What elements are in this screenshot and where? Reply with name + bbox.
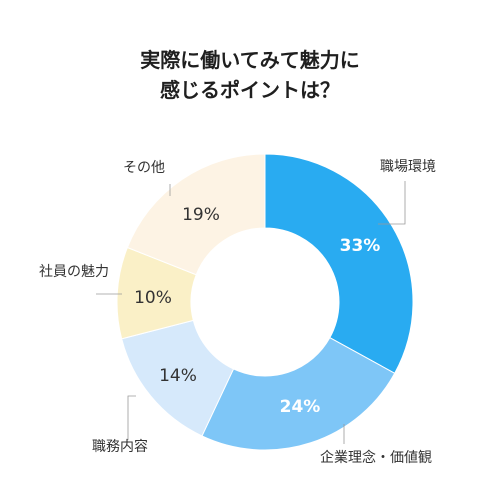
slice-value-label-4: 10%: [134, 288, 172, 308]
chart-title-line1: 実際に働いてみて魅力に: [140, 48, 360, 72]
donut-slice-1: [264, 153, 414, 374]
slice-value-label-3: 14%: [159, 366, 197, 386]
category-label-2: 企業理念・価値観: [320, 449, 432, 466]
slice-value-label-1: 33%: [340, 236, 381, 256]
category-label-1: 職場環境: [380, 159, 436, 175]
category-label-5: その他: [123, 160, 165, 176]
donut-slice-5: [126, 153, 266, 276]
leader-line-3: [127, 395, 136, 440]
slice-value-label-2: 24%: [280, 397, 321, 417]
donut-slice-2: [201, 336, 396, 451]
leader-line-1: [378, 181, 406, 225]
chart-title-line2: 感じるポイントは？: [160, 78, 340, 102]
slice-value-label-5: 19%: [182, 205, 220, 225]
category-label-4: 社員の魅力: [39, 264, 109, 280]
category-label-3: 職務内容: [92, 438, 148, 455]
